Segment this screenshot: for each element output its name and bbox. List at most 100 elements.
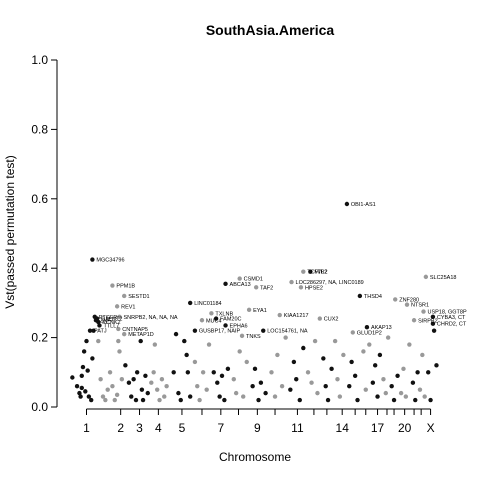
gene-label: KIAA1217 — [284, 313, 309, 319]
y-tick-label: 0.0 — [31, 400, 48, 414]
gene-label: SIRPB2 — [418, 318, 438, 324]
data-point — [159, 377, 165, 382]
labeled-data-point — [301, 269, 306, 274]
data-point — [391, 397, 397, 403]
labeled-data-point — [97, 323, 102, 328]
gene-label: EPHA6 — [230, 323, 248, 329]
gene-label: GALNT2 — [101, 317, 122, 323]
gene-label: CSMD1 — [244, 277, 263, 283]
y-axis-label: Vst(passed permutation test) — [3, 155, 17, 308]
data-point — [231, 377, 236, 382]
x-tick-label: 7 — [217, 421, 224, 435]
data-point — [116, 338, 121, 344]
data-point — [305, 370, 311, 375]
data-point — [372, 363, 378, 368]
gene-label: CNTNAP5 — [122, 327, 148, 333]
x-tick-label: 3 — [136, 421, 143, 435]
gene-label: ZNF7 — [100, 318, 114, 324]
data-point — [184, 352, 189, 358]
labeled-data-point — [357, 293, 363, 299]
gene-label: PTGFR — [99, 315, 118, 321]
data-point — [211, 370, 216, 375]
data-point — [126, 380, 132, 385]
data-point — [98, 377, 103, 382]
data-point — [401, 366, 406, 372]
x-tick-label: 14 — [336, 421, 350, 435]
labeled-data-point — [350, 330, 356, 335]
labeled-data-point — [246, 307, 252, 313]
labeled-data-point — [114, 304, 120, 309]
data-point — [422, 394, 427, 399]
gene-label: USP18, GGT8P — [428, 310, 467, 316]
data-point — [352, 373, 358, 378]
data-point — [162, 394, 167, 399]
data-point — [182, 338, 187, 344]
data-point — [389, 383, 394, 389]
gene-label: SLC25A18 — [430, 275, 457, 281]
data-point — [152, 342, 158, 347]
data-point — [244, 359, 249, 365]
labeled-data-point — [393, 297, 398, 302]
data-point — [297, 397, 302, 403]
gene-label: GUSBP17, NAIP — [199, 329, 241, 335]
data-point — [143, 373, 148, 378]
data-point — [103, 397, 108, 403]
data-point — [383, 390, 388, 396]
gene-label: MIR2 — [314, 270, 327, 276]
labeled-data-point — [96, 319, 101, 325]
labeled-data-point — [87, 328, 93, 333]
data-point — [81, 349, 87, 354]
data-point — [206, 342, 212, 347]
data-point — [332, 338, 338, 344]
y-tick-label: 0.6 — [31, 192, 48, 206]
data-point — [347, 383, 352, 389]
data-point — [434, 363, 439, 368]
data-point — [197, 397, 202, 403]
data-point — [107, 370, 113, 375]
data-point — [171, 370, 176, 375]
data-point — [233, 390, 239, 396]
x-tick-label: 2 — [117, 421, 124, 435]
x-tick-label: 17 — [371, 421, 385, 435]
labeled-data-point — [277, 312, 282, 318]
labeled-data-point — [192, 328, 198, 333]
data-point — [110, 383, 115, 389]
data-point — [381, 377, 386, 382]
gene-label: CYBA3, CT — [437, 315, 466, 321]
x-axis-label: Chromosome — [219, 450, 291, 464]
data-point — [363, 387, 368, 392]
data-point — [279, 383, 285, 389]
data-point — [407, 342, 412, 347]
labeled-data-point — [117, 314, 122, 319]
data-point — [256, 397, 261, 403]
gene-label: CUX2 — [324, 317, 339, 323]
x-axis: 1 2 3 4 5 7 9 11 14 17 20 X — [83, 408, 435, 435]
gene-label: LOC286297, NA, LINC0189 — [296, 280, 364, 286]
gene-label: ZNF280 — [399, 297, 419, 303]
labeled-data-point — [122, 331, 127, 337]
data-point — [96, 338, 101, 344]
data-point — [415, 370, 420, 375]
gene-label: KCNK2 — [102, 320, 120, 326]
gene-label: AKAP13 — [371, 325, 392, 331]
labeled-data-point — [187, 300, 193, 306]
data-point — [114, 392, 120, 398]
data-point — [145, 390, 150, 396]
data-point — [272, 394, 278, 399]
labeled-data-point — [223, 323, 228, 328]
data-point — [431, 328, 437, 333]
x-tick-label: 20 — [398, 421, 412, 435]
data-point — [187, 394, 193, 399]
labeled-data-point — [411, 318, 417, 323]
data-point — [219, 373, 225, 378]
gene-label: PPM1B — [116, 284, 135, 290]
data-point — [217, 394, 222, 399]
data-point — [176, 390, 181, 396]
data-point — [112, 397, 117, 403]
data-point — [241, 394, 246, 399]
data-point — [337, 394, 343, 399]
data-point — [84, 338, 89, 344]
data-point — [85, 368, 90, 373]
gene-label: TNKS — [246, 334, 261, 340]
labeled-data-point — [209, 311, 214, 316]
